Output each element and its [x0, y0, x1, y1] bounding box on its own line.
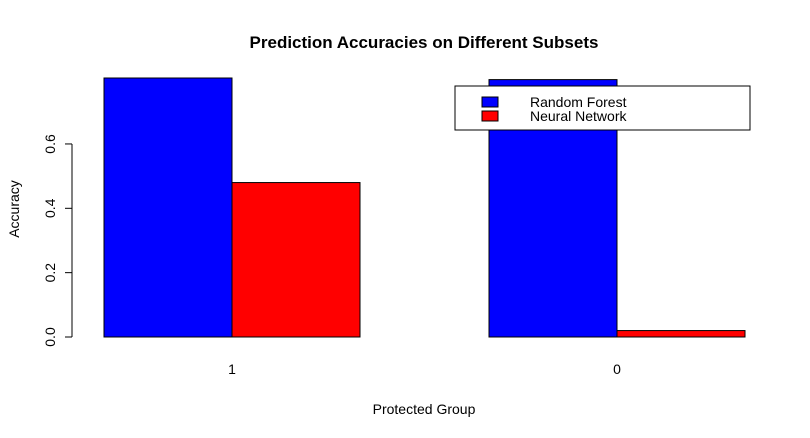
y-axis-label: Accuracy: [6, 180, 22, 238]
bar-random-forest-group-1: [103, 77, 233, 338]
legend-box: [454, 85, 751, 131]
legend-swatch: [481, 110, 499, 122]
y-tick-label: 0.6: [42, 134, 58, 154]
y-tick-label: 0.2: [42, 263, 58, 283]
y-tick-label: 0.4: [42, 198, 58, 218]
bar-neural-network-group-1: [231, 182, 361, 338]
x-tick-label: 0: [613, 361, 621, 377]
legend-label: Random Forest: [530, 94, 627, 110]
chart-title: Prediction Accuracies on Different Subse…: [250, 33, 599, 52]
x-tick-label: 1: [228, 361, 236, 377]
legend-swatch: [481, 96, 499, 108]
x-axis-label: Protected Group: [373, 401, 476, 417]
y-axis: 0.0 0.2 0.4 0.6: [42, 134, 73, 347]
y-tick-label: 0.0: [42, 327, 58, 347]
legend-label: Neural Network: [530, 108, 627, 124]
bar-neural-network-group-0: [616, 330, 746, 338]
